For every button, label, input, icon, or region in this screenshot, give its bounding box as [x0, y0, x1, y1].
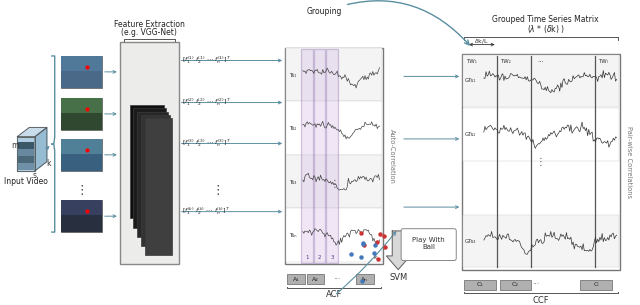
Polygon shape	[387, 231, 410, 270]
Bar	[134, 108, 166, 228]
Text: 1: 1	[305, 255, 308, 260]
Text: k: k	[374, 255, 378, 260]
Text: k: k	[46, 159, 51, 168]
Text: Feature Extraction: Feature Extraction	[114, 20, 185, 29]
Bar	[285, 48, 383, 264]
Bar	[19, 163, 34, 170]
Text: ···: ···	[538, 59, 544, 65]
Bar	[61, 56, 102, 88]
Text: ⋮: ⋮	[212, 184, 225, 196]
Bar	[286, 48, 383, 102]
Text: A₁: A₁	[292, 277, 300, 282]
Bar	[120, 42, 179, 264]
Text: TW₁: TW₁	[466, 59, 477, 64]
Polygon shape	[17, 137, 35, 171]
Text: SVM: SVM	[389, 273, 407, 282]
Text: (e.g. VGG-Net): (e.g. VGG-Net)	[121, 27, 177, 37]
Bar	[463, 55, 619, 107]
Bar	[286, 208, 383, 262]
Text: 2: 2	[317, 255, 321, 260]
Bar	[141, 115, 170, 246]
Text: $\delta$k/L: $\delta$k/L	[474, 37, 490, 45]
Bar	[61, 215, 102, 232]
Text: C₂: C₂	[512, 282, 519, 287]
Text: GTs₂: GTs₂	[465, 132, 477, 137]
Text: s: s	[33, 170, 37, 180]
Bar	[61, 200, 102, 215]
Text: Ts₃: Ts₃	[289, 180, 296, 185]
Bar	[314, 49, 325, 263]
Text: Tsₙ: Tsₙ	[289, 233, 296, 238]
Bar	[301, 49, 312, 263]
Text: GTs₃: GTs₃	[465, 239, 477, 244]
Text: m: m	[12, 141, 19, 150]
Bar	[61, 98, 102, 113]
Bar	[326, 49, 338, 263]
Bar	[463, 108, 619, 160]
Polygon shape	[35, 127, 47, 171]
Bar	[19, 149, 34, 156]
Bar	[287, 274, 305, 284]
Text: Cₗ: Cₗ	[593, 282, 598, 287]
Bar	[61, 200, 102, 232]
Text: $[f_1^{(1)}\ f_2^{(1)}\ \cdots\ f_n^{(1)}]^T$: $[f_1^{(1)}\ f_2^{(1)}\ \cdots\ f_n^{(1)…	[182, 55, 230, 66]
Text: $[f_1^{(2)}\ f_2^{(2)}\ \cdots\ f_n^{(2)}]^T$: $[f_1^{(2)}\ f_2^{(2)}\ \cdots\ f_n^{(2)…	[182, 97, 230, 108]
Bar	[463, 215, 619, 267]
Bar	[61, 154, 102, 171]
Bar	[580, 280, 612, 290]
Bar	[61, 56, 102, 71]
Bar	[61, 98, 102, 130]
Bar	[138, 112, 168, 237]
Text: 3: 3	[330, 255, 334, 260]
Text: $[f_1^{(3)}\ f_2^{(3)}\ \cdots\ f_n^{(3)}]^T$: $[f_1^{(3)}\ f_2^{(3)}\ \cdots\ f_n^{(3)…	[182, 138, 230, 149]
Text: Pair-wise Correlations: Pair-wise Correlations	[627, 126, 632, 198]
Text: TW₂: TW₂	[500, 59, 511, 64]
Text: ($\lambda$ * ($\delta$k) ): ($\lambda$ * ($\delta$k) )	[527, 23, 564, 35]
Bar	[145, 118, 172, 255]
Text: ···: ···	[532, 280, 540, 289]
Text: CCF: CCF	[532, 296, 549, 305]
Text: ⋮: ⋮	[330, 179, 339, 189]
Bar	[19, 156, 34, 163]
Text: C₁: C₁	[476, 282, 483, 287]
Bar	[19, 142, 34, 149]
Text: TWₗ: TWₗ	[598, 59, 608, 64]
Bar	[462, 54, 620, 270]
Text: $[f_1^{(k)}\ f_2^{(k)}\ \cdots\ f_n^{(k)}]^T$: $[f_1^{(k)}\ f_2^{(k)}\ \cdots\ f_n^{(k)…	[182, 206, 230, 217]
Text: Aₙ: Aₙ	[362, 277, 368, 282]
Polygon shape	[17, 127, 47, 137]
Bar	[356, 274, 374, 284]
Bar	[61, 139, 102, 171]
Text: ⋮: ⋮	[75, 184, 88, 196]
Bar	[286, 155, 383, 208]
Text: ACF: ACF	[326, 290, 342, 299]
Text: ···: ···	[333, 275, 340, 284]
Text: ⋮: ⋮	[536, 157, 546, 167]
Text: Grouped Time Series Matrix: Grouped Time Series Matrix	[493, 15, 599, 24]
Text: A₂: A₂	[312, 277, 319, 282]
Bar	[61, 139, 102, 154]
Bar	[61, 113, 102, 130]
Text: Auto-Correlation: Auto-Correlation	[389, 128, 396, 183]
Text: Ts₂: Ts₂	[289, 126, 296, 131]
Bar	[286, 102, 383, 155]
Text: GTs₁: GTs₁	[465, 78, 477, 84]
Bar	[307, 274, 324, 284]
Text: Input Video: Input Video	[4, 178, 48, 186]
Bar	[464, 280, 495, 290]
Bar	[61, 71, 102, 88]
Text: Grouping: Grouping	[307, 1, 469, 45]
FancyBboxPatch shape	[401, 229, 456, 260]
Bar	[500, 280, 531, 290]
Bar	[129, 105, 164, 218]
Text: Play With
Ball: Play With Ball	[412, 237, 445, 250]
Text: Ts₁: Ts₁	[289, 73, 296, 78]
